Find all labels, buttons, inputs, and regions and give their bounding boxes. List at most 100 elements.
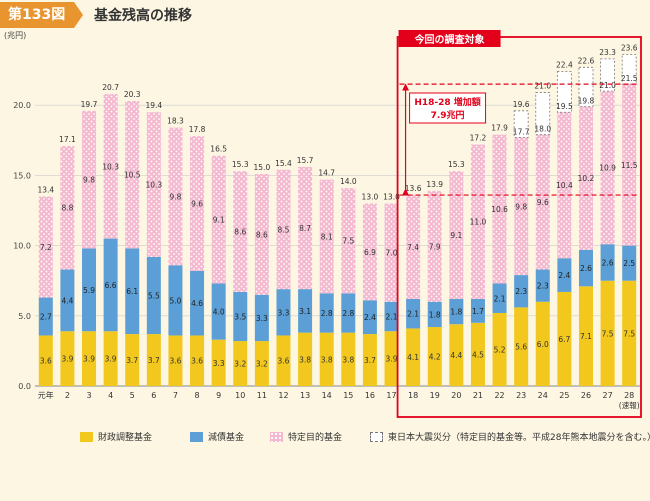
bar-special [103, 93, 118, 239]
value-label-fiscal: 7.1 [580, 332, 592, 341]
bar-special [384, 203, 399, 302]
x-tick-label: 20 [451, 391, 461, 400]
value-label-special: 7.4 [407, 243, 419, 252]
total-label: 16.5 [210, 145, 227, 154]
x-tick-label: 11 [257, 391, 267, 400]
value-label-special: 10.3 [145, 181, 162, 190]
value-label-special: 8.6 [256, 230, 268, 239]
bar-debt [362, 300, 377, 335]
value-label-fiscal: 3.7 [126, 356, 138, 365]
y-tick-label: 15.0 [13, 171, 31, 180]
value-label-special: 8.6 [234, 228, 246, 237]
value-label-special: 9.8 [515, 202, 527, 211]
bar-debt [384, 301, 399, 332]
bar-debt [406, 298, 421, 329]
bar-fiscal [190, 335, 205, 386]
bar-quake [600, 58, 615, 92]
total-label: 17.8 [189, 125, 206, 134]
bar-special [622, 84, 637, 246]
bar-fiscal [38, 335, 53, 386]
value-label-debt: 3.3 [256, 314, 268, 323]
value-label-fiscal: 3.9 [105, 355, 117, 364]
bar-special [82, 110, 97, 249]
figure-number-badge: 第133図 [0, 2, 74, 28]
bar-special [600, 91, 615, 245]
subtotal-label: 21.0 [599, 81, 616, 90]
subtotal-label: 19.8 [578, 97, 595, 106]
bar-fiscal [103, 331, 118, 386]
total-label: 22.4 [556, 61, 573, 70]
value-label-debt: 1.8 [450, 308, 462, 317]
bar-fiscal [298, 332, 313, 386]
increase-callout-label: H18-28 増加額 [414, 96, 480, 108]
bar-debt [233, 291, 248, 342]
total-label: 19.4 [145, 101, 162, 110]
bar-debt [427, 301, 442, 328]
total-label: 15.3 [448, 160, 465, 169]
value-label-debt: 2.6 [580, 264, 592, 273]
bar-special [276, 169, 291, 290]
legend-special: 特定目的基金 [270, 430, 342, 443]
legend-swatch-quake [370, 431, 383, 442]
bar-fiscal [319, 332, 334, 386]
total-label: 14.7 [318, 169, 335, 178]
total-label: 15.7 [297, 156, 314, 165]
survey-scope-label-bg [398, 30, 501, 47]
bar-fiscal [146, 334, 161, 386]
x-tick-label: 12 [278, 391, 288, 400]
value-label-special: 9.1 [450, 231, 462, 240]
bar-fiscal [557, 291, 572, 386]
value-label-debt: 4.0 [213, 308, 225, 317]
value-label-fiscal: 3.6 [169, 357, 181, 366]
value-label-fiscal: 6.7 [558, 335, 570, 344]
total-label: 21.0 [534, 82, 551, 91]
bar-debt [622, 245, 637, 281]
badge-arrow-tip [74, 2, 83, 28]
value-label-debt: 1.7 [472, 307, 484, 316]
value-label-special: 10.4 [556, 181, 573, 190]
value-label-special: 8.5 [278, 225, 290, 234]
bar-debt [146, 256, 161, 335]
value-label-special: 8.7 [299, 224, 311, 233]
value-label-debt: 2.1 [407, 310, 419, 319]
total-label: 13.4 [37, 185, 54, 194]
bar-debt [276, 289, 291, 336]
value-label-special: 7.5 [342, 237, 354, 246]
figure-title: 基金残高の推移 [94, 8, 192, 24]
legend-label-special: 特定目的基金 [288, 433, 343, 443]
total-label: 23.6 [621, 44, 638, 53]
x-tick-label: 7 [173, 391, 178, 400]
value-label-special: 7.9 [429, 242, 441, 251]
bar-special [38, 196, 53, 298]
legend-quake: 東日本大震災分（特定目的基金等。平成28年熊本地震分を含む。） [370, 430, 650, 443]
bar-fiscal [535, 301, 550, 386]
y-tick-label: 0.0 [18, 382, 31, 391]
total-label: 17.2 [470, 134, 487, 143]
increase-callout-box [409, 92, 487, 124]
value-label-special: 6.9 [364, 248, 376, 257]
total-label: 13.0 [362, 192, 379, 201]
bar-debt [578, 249, 593, 287]
value-label-debt: 2.8 [342, 309, 354, 318]
x-tick-label: 15 [343, 391, 353, 400]
bar-special [168, 127, 183, 266]
value-label-debt: 2.7 [40, 313, 52, 322]
bar-special [406, 195, 421, 299]
value-label-fiscal: 3.2 [234, 360, 246, 369]
value-label-special: 9.6 [191, 199, 203, 208]
value-label-debt: 2.6 [602, 258, 614, 267]
value-label-fiscal: 3.9 [83, 355, 95, 364]
x-tick-label: 8 [195, 391, 200, 400]
value-label-debt: 4.6 [191, 299, 203, 308]
bar-debt [298, 289, 313, 333]
value-label-fiscal: 6.0 [537, 340, 549, 349]
value-label-debt: 5.0 [169, 296, 181, 305]
value-label-special: 9.1 [213, 216, 225, 225]
bar-special [298, 166, 313, 290]
value-label-debt: 2.5 [623, 259, 635, 268]
x-tick-label: 16 [365, 391, 375, 400]
value-label-special: 7.2 [40, 243, 52, 252]
legend-swatch-special [270, 431, 283, 442]
x-tick-label: 24 [538, 391, 548, 400]
